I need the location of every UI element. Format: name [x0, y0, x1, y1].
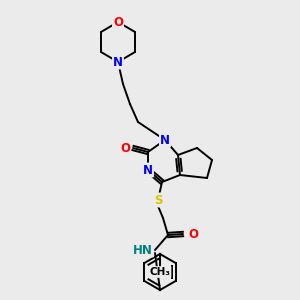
- Text: HN: HN: [133, 244, 153, 256]
- Text: S: S: [154, 194, 162, 206]
- Text: N: N: [160, 134, 170, 146]
- Text: O: O: [120, 142, 130, 154]
- Text: CH₃: CH₃: [149, 267, 170, 277]
- Text: N: N: [143, 164, 153, 176]
- Text: O: O: [113, 16, 123, 28]
- Text: N: N: [113, 56, 123, 68]
- Text: O: O: [188, 227, 198, 241]
